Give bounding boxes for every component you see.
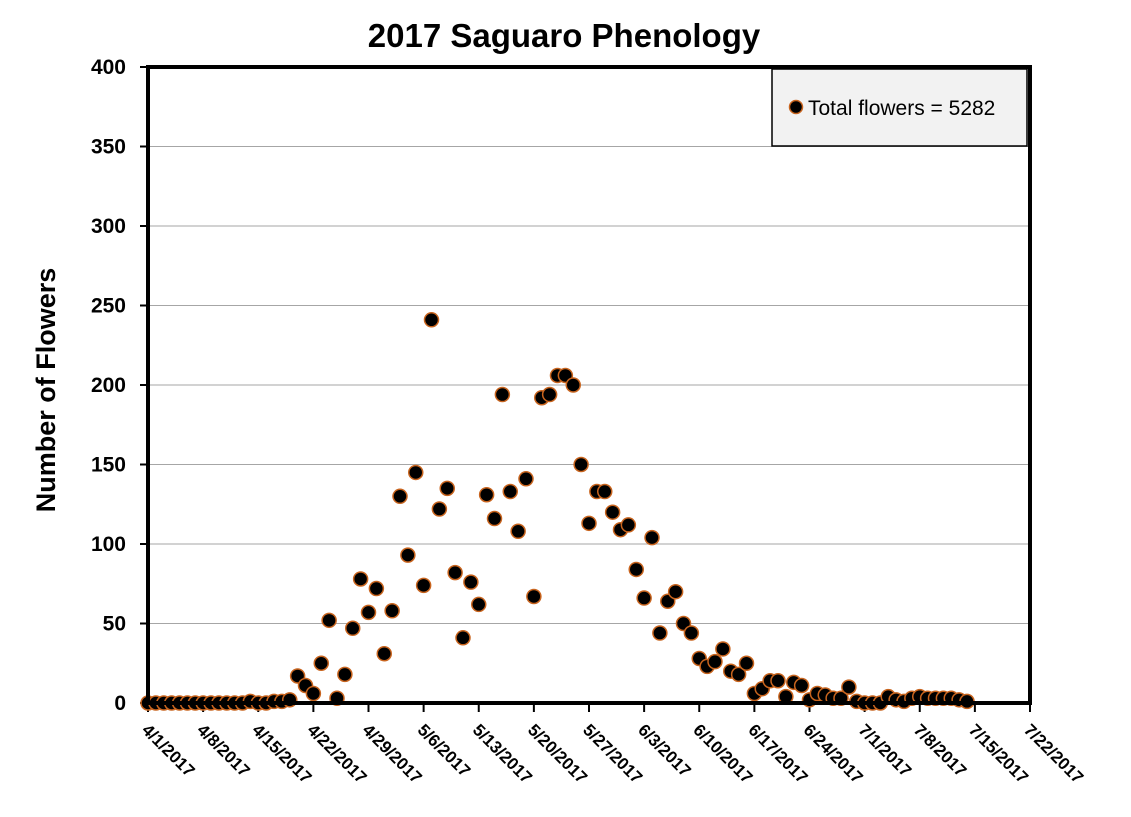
legend-marker xyxy=(788,99,804,115)
data-point xyxy=(581,515,597,532)
y-tick-label: 400 xyxy=(91,56,126,79)
data-point xyxy=(620,517,637,533)
x-axis-ticks: 4/1/20174/8/20174/15/20174/22/20174/29/2… xyxy=(138,703,1087,787)
data-point xyxy=(439,480,455,497)
data-point xyxy=(518,471,534,487)
data-point xyxy=(502,483,518,500)
data-point xyxy=(770,672,786,689)
data-point xyxy=(565,377,581,393)
legend: Total flowers = 5282 xyxy=(771,68,1028,147)
data-point xyxy=(644,529,660,546)
y-tick-label: 200 xyxy=(91,374,126,397)
data-point xyxy=(447,564,463,581)
data-point xyxy=(707,653,723,670)
data-point xyxy=(510,523,526,540)
data-point xyxy=(384,603,400,619)
data-point xyxy=(715,641,731,657)
x-tick-label: 7/8/2017 xyxy=(910,720,970,780)
data-point xyxy=(738,655,755,671)
plot-frame xyxy=(146,65,1032,705)
data-point xyxy=(486,510,503,527)
y-tick-label: 50 xyxy=(103,613,126,636)
data-point xyxy=(352,571,369,587)
data-point xyxy=(597,483,613,500)
y-tick-label: 100 xyxy=(91,533,126,556)
data-point xyxy=(423,312,440,328)
x-tick-label: 4/29/2017 xyxy=(359,720,426,787)
data-point xyxy=(431,501,448,517)
y-tick-label: 300 xyxy=(91,215,126,238)
data-point xyxy=(376,645,392,662)
x-tick-label: 5/27/2017 xyxy=(579,720,646,787)
x-tick-label: 7/22/2017 xyxy=(1020,720,1087,787)
legend-label: Total flowers = 5282 xyxy=(808,97,995,120)
data-point xyxy=(526,588,542,605)
chart-title: 2017 Saguaro Phenology xyxy=(368,17,761,54)
y-tick-label: 350 xyxy=(91,136,126,159)
x-tick-label: 6/10/2017 xyxy=(689,720,756,787)
data-point xyxy=(400,547,416,563)
data-points xyxy=(140,312,975,711)
data-point xyxy=(730,666,747,683)
y-tick-label: 0 xyxy=(114,692,126,715)
x-tick-label: 6/24/2017 xyxy=(800,720,867,787)
data-point xyxy=(683,625,700,641)
gridlines xyxy=(148,146,1030,624)
data-point xyxy=(415,577,432,594)
x-tick-label: 4/22/2017 xyxy=(304,720,371,787)
legend-box xyxy=(771,68,1028,147)
data-point xyxy=(368,580,385,597)
data-point xyxy=(573,456,589,473)
data-point xyxy=(345,620,361,637)
data-point xyxy=(463,574,479,590)
data-point xyxy=(471,596,487,613)
x-tick-label: 5/13/2017 xyxy=(469,720,536,787)
data-point xyxy=(360,604,377,621)
y-axis-label: Number of Flowers xyxy=(31,268,61,513)
data-point xyxy=(408,464,424,481)
y-tick-label: 250 xyxy=(91,295,126,318)
data-point xyxy=(478,486,495,503)
data-point xyxy=(392,488,408,505)
x-tick-label: 7/15/2017 xyxy=(965,720,1032,787)
data-point xyxy=(305,685,322,702)
data-point xyxy=(841,679,857,695)
data-point xyxy=(313,655,329,671)
data-point xyxy=(652,625,668,641)
x-tick-label: 4/1/2017 xyxy=(138,720,198,780)
data-point xyxy=(321,612,337,629)
y-axis-ticks: 0 50 100 150 200 250 300 350 400 xyxy=(91,56,148,715)
data-point xyxy=(604,504,621,520)
data-point xyxy=(628,561,644,578)
x-tick-label: 4/8/2017 xyxy=(193,720,253,780)
data-point xyxy=(667,583,684,600)
x-tick-label: 5/20/2017 xyxy=(524,720,591,787)
data-point xyxy=(636,590,652,606)
data-point xyxy=(455,630,471,646)
x-tick-label: 6/17/2017 xyxy=(745,720,812,787)
data-point xyxy=(541,386,558,403)
x-tick-label: 4/15/2017 xyxy=(248,720,315,787)
data-point xyxy=(793,677,810,694)
data-point xyxy=(494,386,511,403)
y-tick-label: 150 xyxy=(91,454,126,477)
data-point xyxy=(337,666,353,683)
